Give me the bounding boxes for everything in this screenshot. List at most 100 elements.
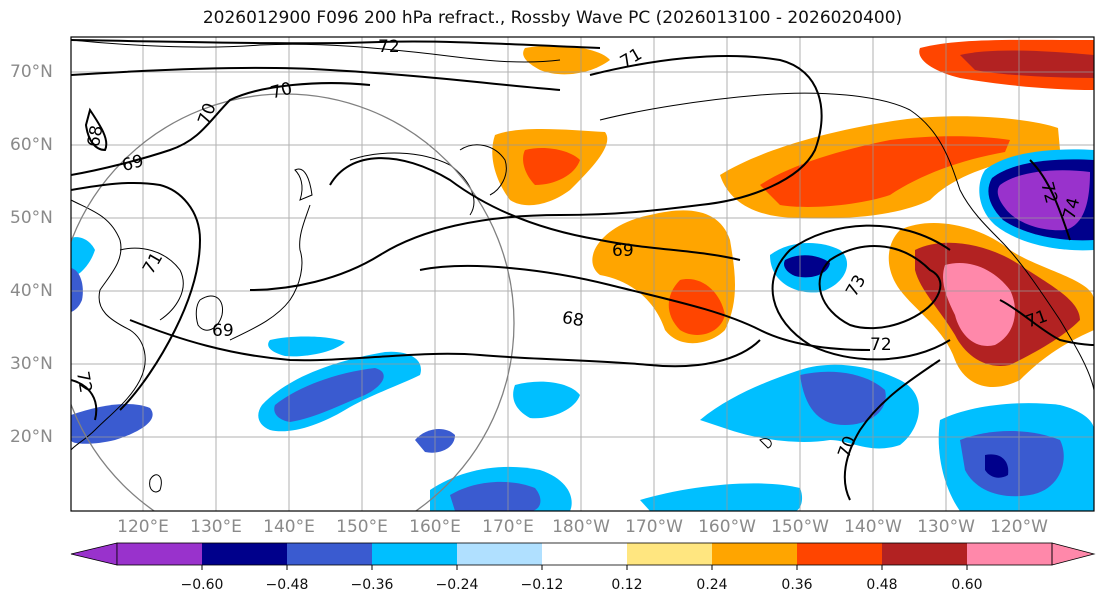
contour-label: 69 [120, 151, 146, 176]
colorbar-tick-label: −0.12 [520, 577, 564, 593]
contour-label: 73 [842, 272, 870, 301]
colorbar-tick-label: −0.48 [265, 577, 309, 593]
contour-line [818, 245, 942, 330]
contour-label: 72 [72, 370, 95, 395]
negative-anomaly-region [960, 431, 1064, 497]
colorbar-tick-label: 0.24 [696, 577, 728, 593]
negative-anomaly-region [985, 454, 1009, 478]
negative-anomaly-region [268, 336, 345, 357]
colorbar-segment [202, 543, 287, 565]
contour-label: 69 [212, 321, 234, 341]
longitude-label: 120°W [990, 517, 1048, 537]
latitude-label: 70°N [10, 62, 53, 82]
longitude-label: 150°W [771, 517, 829, 537]
reference-circle [71, 93, 515, 511]
colorbar-segment [542, 543, 627, 565]
colorbar-frame [116, 542, 1053, 566]
contour-line [71, 82, 371, 176]
contour-line [71, 39, 601, 49]
contour-label: 68 [560, 308, 585, 331]
contour-label: 68 [84, 124, 107, 149]
longitude-label: 120°E [117, 517, 169, 537]
longitude-label: 160°E [409, 517, 461, 537]
coastline [149, 474, 162, 493]
coastline [119, 247, 184, 321]
colorbar-tick-label: 0.48 [866, 577, 898, 593]
longitude-label: 130°W [917, 517, 975, 537]
colorbar [70, 542, 1096, 570]
colorbar-segment [882, 543, 967, 565]
latitude-label: 30°N [10, 354, 53, 374]
positive-anomaly-region [523, 148, 580, 185]
negative-anomaly-region [997, 170, 1090, 231]
negative-anomaly-region [784, 255, 830, 278]
colorbar-tick-label: −0.36 [350, 577, 394, 593]
negative-anomaly-region [71, 404, 153, 444]
colorbar-tick-label: 0.60 [951, 577, 983, 593]
contour-line [329, 157, 741, 261]
positive-anomaly-region [760, 136, 1010, 207]
positive-anomaly-region [943, 262, 1015, 346]
colorbar-segment [457, 543, 542, 565]
colorbar-tick-label: 0.36 [781, 577, 813, 593]
contour-line [84, 107, 108, 152]
map-frame [70, 36, 1095, 512]
contour-line [1029, 159, 1071, 241]
coastline [229, 204, 311, 341]
colorbar-tick-label: 0.12 [611, 577, 643, 593]
map-title: 2026012900 F096 200 hPa refract., Rossby… [202, 8, 903, 28]
longitude-label: 170°E [482, 517, 534, 537]
negative-anomaly-region [274, 368, 384, 422]
latitude-label: 50°N [10, 208, 53, 228]
coastline [294, 168, 313, 201]
positive-anomaly-region [960, 50, 1094, 78]
contour-line [559, 54, 823, 216]
colorbar-tick-label: −0.24 [435, 577, 479, 593]
contour-line [71, 66, 561, 91]
contour-label: 69 [612, 241, 634, 261]
coastline [599, 92, 1001, 241]
colorbar-segment [797, 543, 882, 565]
colorbar-segment [967, 543, 1052, 565]
longitude-label: 140°E [263, 517, 315, 537]
contour-line [771, 224, 951, 361]
negative-anomaly-region [71, 237, 95, 278]
longitude-label: 140°W [844, 517, 902, 537]
coastlines [71, 39, 1094, 493]
negative-anomaly-region [640, 483, 803, 511]
contour-line [843, 359, 941, 501]
coastline [195, 295, 224, 331]
coastline [459, 144, 507, 196]
negative-anomaly-region [800, 371, 886, 425]
contour-line [71, 379, 98, 421]
longitude-label: 130°E [190, 517, 242, 537]
contour-line [129, 319, 761, 368]
refractivity-contours [71, 39, 1094, 501]
graticule [71, 37, 1094, 511]
negative-anomaly-region [513, 381, 580, 419]
longitude-label: 180°W [552, 517, 610, 537]
longitude-label: 150°E [336, 517, 388, 537]
contour-label: 72 [378, 37, 400, 57]
shading-layer [71, 39, 1094, 511]
latitude-label: 20°N [10, 427, 53, 447]
coastline [71, 199, 146, 451]
latitude-label: 60°N [10, 135, 53, 155]
contour-label: 72 [870, 335, 892, 355]
coastline [759, 438, 772, 449]
colorbar-segment [712, 543, 797, 565]
contour-line [419, 264, 871, 351]
coastline [71, 39, 561, 63]
colorbar-extend-min [70, 542, 118, 566]
positive-anomaly-region [523, 45, 610, 75]
colorbar-segment [372, 543, 457, 565]
colorbar-segment [627, 543, 712, 565]
contour-label: 70 [268, 79, 294, 104]
longitude-label: 170°W [625, 517, 683, 537]
negative-anomaly-region [71, 268, 83, 312]
longitude-label: 160°W [698, 517, 756, 537]
colorbar-extend-max [1051, 542, 1096, 566]
negative-anomaly-region [450, 481, 541, 511]
contour-line [249, 214, 561, 291]
